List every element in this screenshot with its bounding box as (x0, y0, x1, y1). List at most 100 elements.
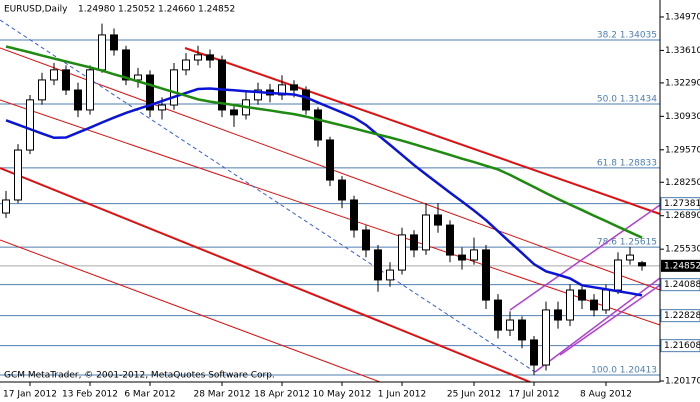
price-box (660, 339, 700, 353)
candle-body (98, 34, 106, 71)
quote-label: 1.24980 (78, 5, 115, 15)
x-tick-label: 25 Jun 2012 (447, 390, 501, 400)
y-tick-label: 1.29570 (665, 145, 700, 155)
candle-body (338, 179, 346, 201)
candle-body (350, 199, 358, 231)
candle-body (482, 249, 490, 301)
moving-average (5, 87, 643, 297)
level-label: 38.2 1.34035 (597, 30, 657, 40)
level-label: 100.0 1.20413 (591, 366, 657, 376)
candle-body (590, 299, 598, 311)
candle-body (146, 74, 154, 111)
x-tick-label: 1 Jun 2012 (378, 390, 426, 400)
y-tick-label: 1.30930 (665, 112, 700, 122)
candle-body (446, 224, 454, 256)
x-tick-label: 13 Feb 2012 (62, 390, 118, 400)
price-box-label: 1.22828 (664, 311, 700, 321)
candle-body (398, 234, 406, 271)
candle-body (410, 234, 418, 251)
candle-body (566, 289, 574, 321)
candle-body (602, 289, 610, 311)
current-price-box (661, 259, 700, 272)
candle-body (74, 89, 82, 111)
candle-body (14, 149, 22, 201)
x-tick-label: 6 Mar 2012 (124, 390, 175, 400)
candle-body (578, 289, 586, 301)
x-tick-label: 8 Aug 2012 (580, 390, 632, 400)
candle-body (542, 309, 550, 366)
candle-body (158, 104, 166, 111)
y-tick-label: 1.20170 (665, 377, 700, 387)
price-box (660, 197, 700, 211)
x-tick-label: 18 Apr 2012 (254, 390, 310, 400)
chart-title: EURUSD,Daily (4, 5, 68, 15)
candle-body (62, 69, 70, 91)
candle-body (134, 74, 142, 81)
channel-line (0, 239, 381, 383)
moving-average (5, 45, 643, 239)
quote-label: 1.25052 (118, 5, 155, 15)
candle-body (206, 54, 214, 61)
channel-line (0, 167, 531, 383)
candle-body (110, 34, 118, 51)
candle-body (386, 269, 394, 281)
price-box (660, 309, 700, 323)
level-label: 50.0 1.31434 (597, 94, 657, 104)
candle-body (230, 109, 238, 116)
candle-body (326, 139, 334, 181)
x-tick-label: 28 Mar 2012 (193, 390, 250, 400)
candle-body (38, 79, 46, 101)
candle-body (638, 262, 646, 267)
candle-body (122, 49, 130, 81)
candle-body (518, 319, 526, 341)
candle-body (374, 249, 382, 281)
candle-body (26, 99, 34, 151)
price-box-label: 1.24088 (664, 280, 700, 290)
candle-body (86, 69, 94, 111)
candle-body (2, 199, 10, 214)
candle-body (614, 259, 622, 291)
candle-body (182, 59, 190, 71)
y-tick-label: 1.33610 (665, 46, 700, 56)
candle-body (362, 229, 370, 251)
candle-body (626, 254, 634, 261)
candle-body (170, 69, 178, 106)
candle-body (302, 89, 310, 111)
x-tick-label: 10 May 2012 (313, 390, 372, 400)
x-tick-label: 17 Jul 2012 (509, 390, 560, 400)
candle-body (314, 109, 322, 141)
candle-body (434, 214, 442, 226)
y-tick-label: 1.28250 (665, 178, 700, 188)
candle-body (194, 54, 202, 61)
y-tick-label: 1.25530 (665, 245, 700, 255)
quote-label: 1.24660 (158, 5, 195, 15)
candle-body (470, 249, 478, 261)
x-tick-label: 17 Jan 2012 (3, 390, 57, 400)
level-label: 78.6 1.25615 (597, 238, 657, 248)
candle-body (554, 309, 562, 321)
candle-body (530, 339, 538, 366)
channel-line (0, 99, 661, 326)
y-tick-label: 1.26890 (665, 211, 700, 221)
candle-body (422, 214, 430, 251)
channel-line (184, 47, 661, 215)
candle-body (290, 84, 298, 91)
y-tick-label: 1.34970 (665, 12, 700, 22)
channel-line (509, 204, 661, 311)
candle-body (50, 69, 58, 81)
drawings (0, 19, 661, 383)
plot (2, 23, 646, 376)
footer: GCM MetaTrader, © 2001-2012, MetaQuotes … (4, 371, 275, 381)
price-box (660, 278, 700, 292)
channel-line (559, 284, 661, 356)
quote-label: 1.24852 (198, 5, 235, 15)
candle-body (458, 254, 466, 261)
candle-body (254, 89, 262, 101)
current-price-label: 1.24852 (664, 261, 700, 271)
y-tick-label: 1.32290 (665, 78, 700, 88)
level-label: 61.8 1.28833 (597, 158, 657, 168)
candle-body (218, 59, 226, 111)
price-box-label: 1.27381 (664, 199, 700, 209)
